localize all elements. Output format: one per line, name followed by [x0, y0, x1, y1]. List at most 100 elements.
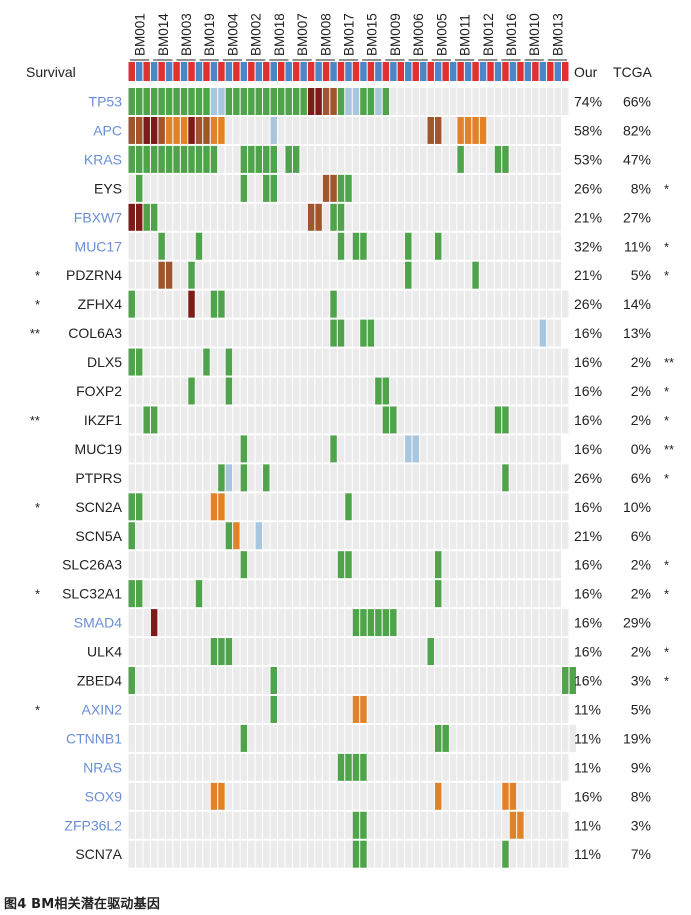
empty-cell [300, 695, 307, 723]
empty-cell [195, 493, 203, 521]
empty-cell [292, 782, 300, 810]
empty-cell [554, 493, 562, 521]
empty-cell [240, 319, 248, 347]
empty-cell [203, 435, 210, 463]
empty-cell [248, 348, 255, 376]
empty-cell [263, 580, 270, 608]
survival-cell [285, 62, 292, 81]
mutation-cell [277, 88, 285, 115]
empty-cell [300, 724, 307, 752]
empty-cell [434, 435, 442, 463]
empty-cell [248, 174, 255, 202]
empty-cell [487, 753, 494, 781]
empty-cell [397, 551, 405, 579]
empty-cell [188, 232, 195, 260]
empty-cell [539, 493, 547, 521]
empty-cell [210, 667, 218, 694]
mutation-cell [502, 464, 509, 492]
gene-label: ULK4 [87, 644, 122, 660]
empty-cell [173, 782, 180, 810]
gene-significance-left: * [35, 268, 40, 283]
empty-cell [263, 811, 270, 839]
empty-cell [285, 493, 292, 521]
empty-cell [464, 145, 472, 173]
survival-cell [300, 62, 307, 81]
empty-cell [143, 840, 150, 868]
empty-cell [517, 493, 524, 521]
gene-label: SCN5A [75, 528, 122, 544]
empty-cell [405, 88, 412, 115]
empty-cell [375, 522, 382, 550]
empty-cell [345, 290, 352, 318]
survival-cell [218, 62, 225, 81]
empty-cell [345, 667, 352, 694]
empty-cell [225, 174, 233, 202]
mutation-cell [479, 116, 487, 144]
mutation-cell [143, 406, 150, 434]
empty-cell [233, 464, 240, 492]
empty-cell [524, 551, 532, 579]
empty-cell [337, 580, 345, 608]
empty-cell [315, 667, 322, 694]
empty-cell [345, 116, 352, 144]
empty-cell [412, 116, 420, 144]
empty-cell [449, 638, 457, 666]
empty-cell [255, 580, 263, 608]
sample-label: BM018 [272, 13, 287, 56]
empty-cell [479, 840, 487, 868]
mutation-cell [337, 319, 345, 347]
empty-cell [203, 174, 210, 202]
empty-cell [277, 811, 285, 839]
empty-cell [539, 261, 547, 289]
frequency-tcga: 7% [631, 846, 651, 862]
empty-cell [509, 667, 517, 694]
empty-cell [442, 493, 449, 521]
empty-cell [405, 811, 412, 839]
empty-cell [330, 753, 337, 781]
empty-cell [427, 203, 434, 231]
empty-cell [487, 695, 494, 723]
empty-cell [367, 116, 375, 144]
empty-cell [307, 290, 315, 318]
empty-cell [502, 88, 509, 115]
empty-cell [472, 667, 479, 694]
empty-cell [532, 840, 539, 868]
empty-cell [442, 174, 449, 202]
empty-cell [285, 522, 292, 550]
empty-cell [292, 609, 300, 637]
empty-cell [487, 724, 494, 752]
empty-cell [315, 753, 322, 781]
mutation-cell [188, 145, 195, 173]
empty-cell [547, 377, 554, 405]
mutation-cell [405, 261, 412, 289]
mutation-cell [352, 811, 360, 839]
empty-cell [397, 782, 405, 810]
empty-cell [128, 638, 135, 666]
mutation-cell [382, 88, 390, 115]
empty-cell [457, 406, 464, 434]
empty-cell [263, 522, 270, 550]
empty-cell [494, 609, 502, 637]
survival-cell [420, 62, 427, 81]
empty-cell [300, 464, 307, 492]
empty-cell [509, 695, 517, 723]
empty-cell [509, 203, 517, 231]
empty-cell [210, 377, 218, 405]
empty-cell [532, 493, 539, 521]
empty-cell [539, 522, 547, 550]
empty-cell [405, 377, 412, 405]
empty-cell [367, 782, 375, 810]
mutation-cell [225, 522, 233, 550]
empty-cell [337, 435, 345, 463]
mutation-cell [270, 695, 277, 723]
mutation-cell [509, 811, 517, 839]
survival-cell [494, 62, 502, 81]
empty-cell [263, 406, 270, 434]
empty-cell [554, 174, 562, 202]
empty-cell [188, 493, 195, 521]
empty-cell [487, 811, 494, 839]
empty-cell [517, 638, 524, 666]
empty-cell [554, 464, 562, 492]
empty-cell [532, 145, 539, 173]
empty-cell [240, 232, 248, 260]
